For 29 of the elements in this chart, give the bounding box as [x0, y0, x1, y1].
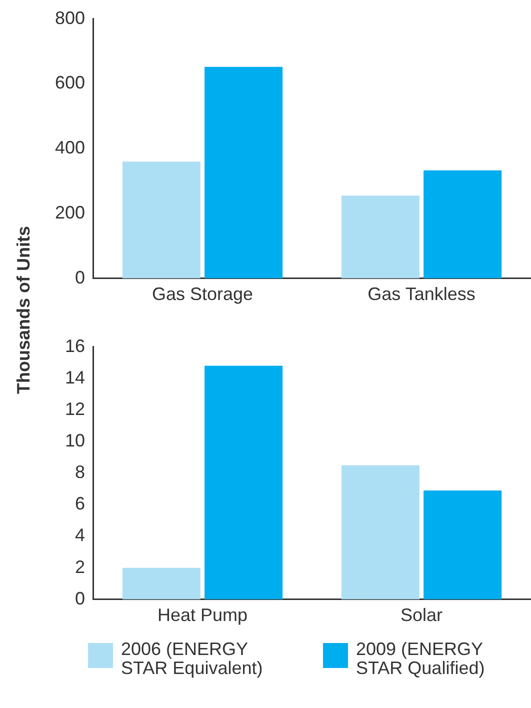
y-tick-label: 16 — [64, 336, 85, 356]
y-tick-label: 6 — [74, 494, 85, 514]
x-tick-label: Heat Pump — [157, 605, 248, 626]
y-axis-title: Thousands of Units — [14, 226, 34, 394]
bar — [204, 66, 283, 278]
y-tick-label: 0 — [74, 588, 85, 608]
legend-label: 2006 (ENERGY STAR Equivalent) — [121, 639, 264, 678]
y-tick-label: 10 — [64, 430, 85, 450]
y-tick-label: 600 — [54, 72, 85, 93]
y-tick-label: 800 — [54, 8, 85, 28]
bar — [424, 490, 502, 600]
y-tick-label: 0 — [74, 267, 85, 288]
y-tick-label: 12 — [64, 398, 85, 419]
bar — [424, 170, 502, 278]
y-tick-label: 14 — [64, 367, 85, 388]
y-tick-label: 200 — [54, 202, 85, 222]
bar — [122, 162, 200, 278]
bar — [204, 366, 283, 600]
legend-label: 2009 (ENERGY STAR Qualified) — [356, 639, 486, 678]
y-tick-label: 8 — [74, 462, 85, 482]
x-tick-label: Solar — [400, 605, 443, 626]
x-tick-label: Gas Tankless — [368, 284, 476, 304]
y-tick-label: 2 — [74, 556, 85, 577]
bar — [122, 568, 200, 600]
x-tick-label: Gas Storage — [152, 284, 254, 304]
bar — [341, 196, 420, 278]
y-tick-label: 4 — [74, 525, 85, 546]
bar — [341, 465, 420, 600]
y-tick-label: 400 — [54, 138, 85, 158]
